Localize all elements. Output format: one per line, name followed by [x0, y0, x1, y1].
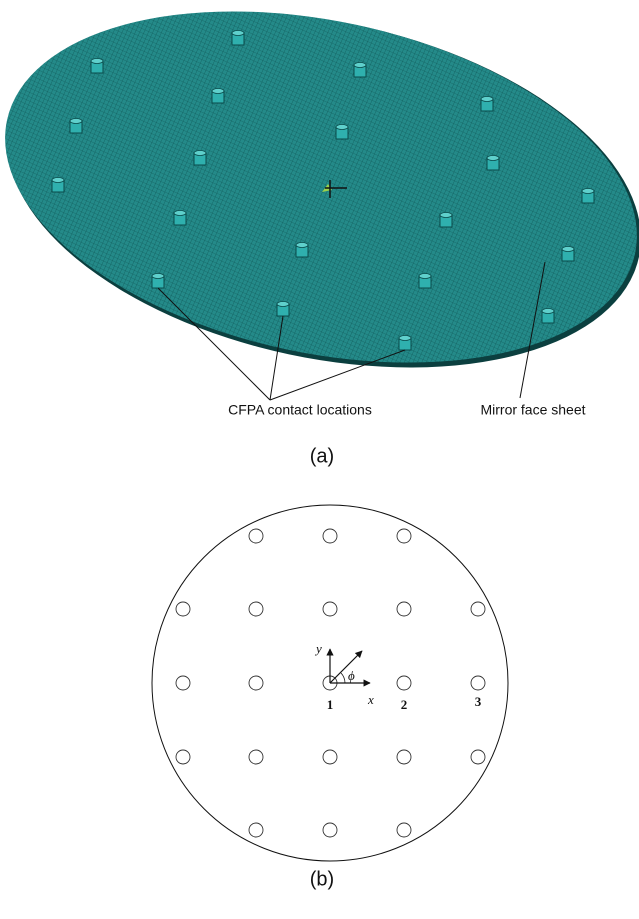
contact-pad [487, 156, 499, 171]
callout: CFPA contact locations [228, 402, 372, 418]
contact-point [471, 676, 485, 690]
contact-point [471, 602, 485, 616]
contact-pad [91, 59, 103, 74]
contact-point [471, 750, 485, 764]
contact-pad [336, 125, 348, 140]
contact-pad [582, 189, 594, 204]
axis-label: x [367, 692, 374, 707]
contact-pad [52, 178, 64, 193]
contact-pad [419, 274, 431, 289]
contact-point [323, 750, 337, 764]
contact-point [176, 676, 190, 690]
contact-pad [232, 31, 244, 46]
contact-point [397, 602, 411, 616]
caption: (a) [310, 445, 334, 467]
caption: (b) [310, 868, 334, 890]
figure-page: CFPA contact locations Mirror face sheet… [0, 0, 639, 919]
contact-point [323, 529, 337, 543]
contact-point [323, 823, 337, 837]
contact-pad [194, 151, 206, 166]
axis-label: y [314, 641, 322, 656]
contact-point [397, 750, 411, 764]
contact-pad [152, 274, 164, 289]
contact-pad [481, 97, 493, 112]
contact-pad [440, 213, 452, 228]
contact-point [249, 676, 263, 690]
contact-point [397, 676, 411, 690]
point-label: 3 [475, 694, 482, 709]
contact-pad [277, 302, 289, 317]
contact-point [397, 823, 411, 837]
contact-point [397, 529, 411, 543]
contact-point [249, 823, 263, 837]
point-label: 1 [327, 697, 334, 712]
contact-point [249, 602, 263, 616]
contact-pad [354, 63, 366, 78]
angle-label: ϕ [348, 668, 355, 683]
contact-point [249, 750, 263, 764]
contact-point [176, 602, 190, 616]
contact-point [323, 602, 337, 616]
figure: CFPA contact locations Mirror face sheet… [0, 0, 639, 919]
contact-pad [174, 211, 186, 226]
contact-point [176, 750, 190, 764]
contact-pad [542, 309, 554, 324]
contact-pad [212, 89, 224, 104]
contact-pad [296, 243, 308, 258]
callout: Mirror face sheet [480, 402, 585, 418]
contact-pad [562, 247, 574, 262]
contact-point [249, 529, 263, 543]
contact-pad [70, 119, 82, 134]
point-label: 2 [401, 697, 408, 712]
contact-pad [399, 336, 411, 351]
